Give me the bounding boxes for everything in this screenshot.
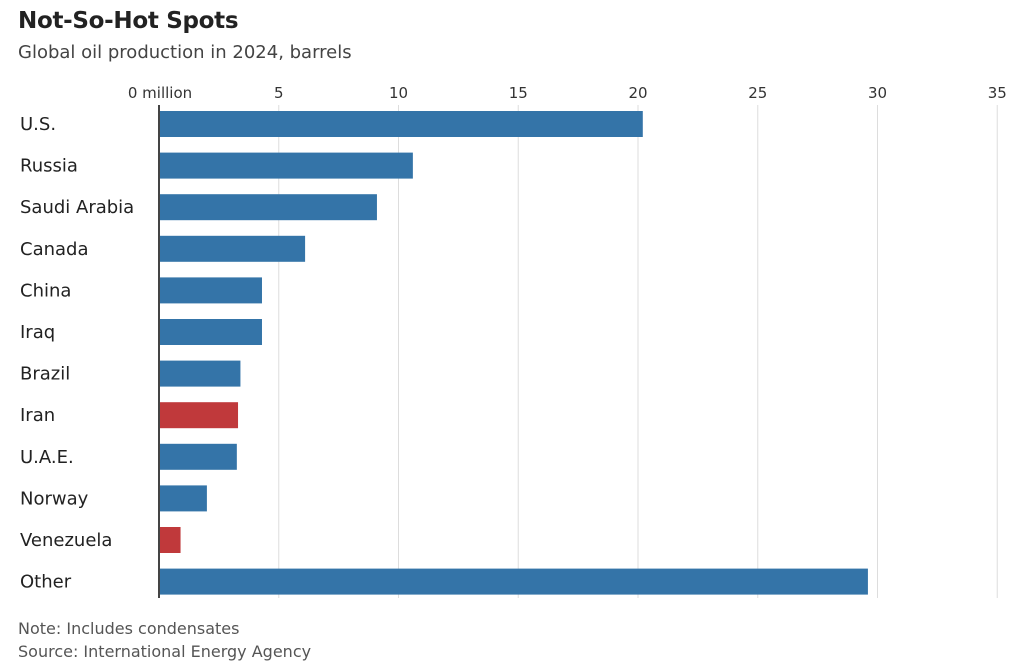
- category-label: Venezuela: [20, 530, 112, 551]
- x-tick-label: 10: [389, 84, 408, 102]
- chart-note: Note: Includes condensates: [18, 619, 240, 638]
- bar-russia: [159, 152, 413, 179]
- category-label: Other: [20, 572, 72, 593]
- x-tick-label: 30: [868, 84, 887, 102]
- bar-norway: [159, 485, 207, 512]
- category-label: U.S.: [20, 114, 56, 135]
- x-tick-label: 25: [748, 84, 767, 102]
- category-label: Saudi Arabia: [20, 197, 134, 218]
- category-label: Iraq: [20, 322, 55, 343]
- x-tick-label: 15: [509, 84, 528, 102]
- category-label: Iran: [20, 405, 55, 426]
- category-label: China: [20, 280, 71, 301]
- bar-iran: [159, 402, 239, 429]
- category-label: Norway: [20, 488, 89, 509]
- category-label: Canada: [20, 239, 89, 260]
- category-label: U.A.E.: [20, 447, 74, 468]
- category-label: Russia: [20, 156, 78, 177]
- bar-brazil: [159, 360, 241, 387]
- chart-title: Not-So-Hot Spots: [18, 8, 239, 34]
- bar-saudi-arabia: [159, 194, 377, 221]
- bar-canada: [159, 235, 306, 262]
- bar-china: [159, 277, 262, 304]
- x-tick-label: 20: [628, 84, 647, 102]
- bar-u-s: [159, 111, 643, 137]
- bar-venezuela: [159, 527, 181, 553]
- x-tick-label: 35: [988, 84, 1007, 102]
- category-label: Brazil: [20, 364, 70, 385]
- chart-subtitle: Global oil production in 2024, barrels: [18, 42, 352, 63]
- bar-other: [159, 568, 868, 595]
- bar-u-a-e: [159, 443, 237, 470]
- x-tick-label: 0 million: [128, 84, 192, 102]
- x-tick-label: 5: [274, 84, 284, 102]
- chart-source: Source: International Energy Agency: [18, 642, 312, 661]
- bar-iraq: [159, 319, 262, 345]
